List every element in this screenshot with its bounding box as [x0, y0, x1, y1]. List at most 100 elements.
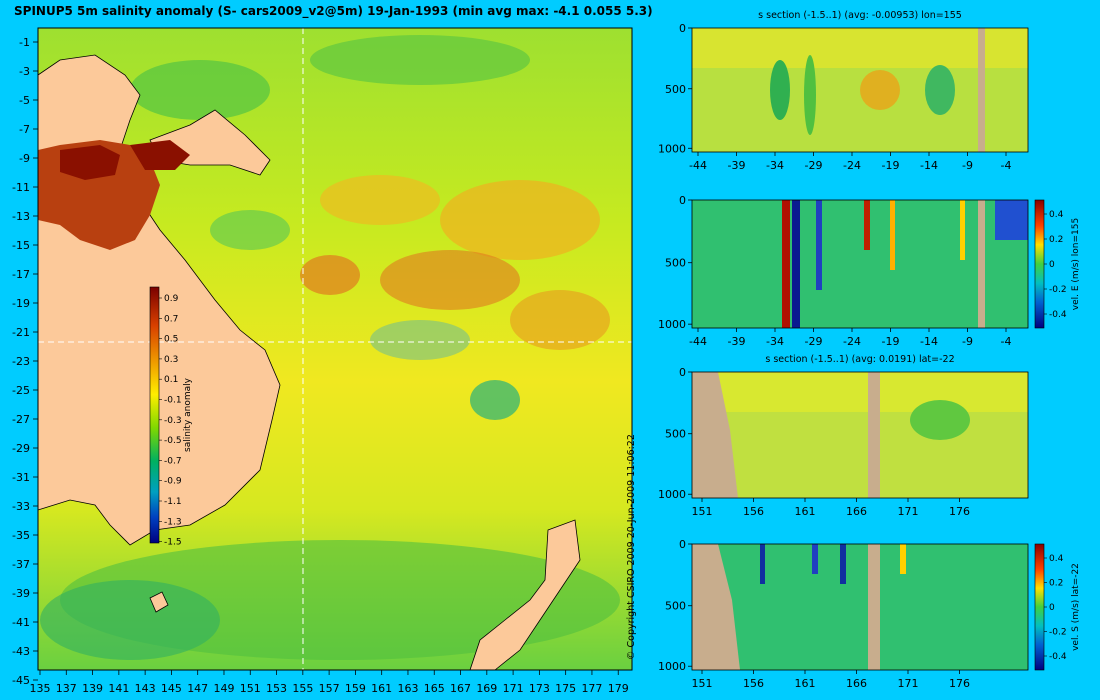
- panel-x-tick-label: 176: [949, 677, 970, 690]
- map-x-tick-label: 169: [476, 682, 497, 695]
- map-x-tick-label: 171: [503, 682, 524, 695]
- map-colorbar-tick: 0.3: [164, 355, 178, 365]
- panel-x-tick-label: -9: [962, 335, 973, 348]
- map-y-tick-label: -19: [12, 297, 30, 310]
- map-x-tick-label: 177: [581, 682, 602, 695]
- map-colorbar-tick: 0.7: [164, 314, 178, 324]
- panel-x-tick-label: 166: [846, 505, 867, 518]
- panel-colorbar-tick: -0.4: [1049, 310, 1067, 320]
- map-colorbar-tick: -0.9: [164, 477, 182, 487]
- map-colorbar-tick: 0.9: [164, 294, 179, 304]
- map-y-tick-label: -17: [12, 268, 30, 281]
- panel-3-title: s section (-1.5..1) (avg: 0.0191) lat=-2…: [765, 354, 955, 365]
- map-x-tick-label: 161: [371, 682, 392, 695]
- map-x-tick-label: 159: [345, 682, 366, 695]
- panel-x-tick-label: -39: [728, 335, 746, 348]
- panel-x-tick-label: -24: [843, 159, 861, 172]
- map-y-tick-label: -37: [12, 558, 30, 571]
- panel-salinity-lon155: [691, 27, 1029, 153]
- panel-y-tick-label: 500: [665, 428, 686, 441]
- map-x-tick-label: 141: [108, 682, 129, 695]
- map-y-tick-label: -31: [12, 471, 30, 484]
- panel-y-tick-label: 0: [679, 22, 686, 35]
- map-y-tick-label: -35: [12, 529, 30, 542]
- panel-x-tick-label: -4: [1001, 335, 1012, 348]
- map-y-tick-label: -21: [12, 326, 30, 339]
- map-colorbar-tick: -0.5: [164, 436, 182, 446]
- panel-colorbar-tick: 0.2: [1049, 235, 1063, 245]
- panel-x-tick-label: -4: [1001, 159, 1012, 172]
- map-x-tick-label: 147: [187, 682, 208, 695]
- map-colorbar-tick: -0.1: [164, 396, 182, 406]
- panel-x-tick-label: 156: [743, 677, 764, 690]
- map-colorbar-tick: 0.1: [164, 375, 178, 385]
- panel-y-tick-label: 500: [665, 257, 686, 270]
- salinity-map[interactable]: 135 137 139 141 143 145 147 149 151 153 155 157 159 1…: [0, 0, 640, 700]
- panel-x-tick-label: 151: [692, 505, 713, 518]
- panel-x-tick-label: 151: [692, 677, 713, 690]
- panel-x-tick-label: 176: [949, 505, 970, 518]
- panel-x-tick-label: 171: [898, 505, 919, 518]
- panel-x-tick-label: -39: [728, 159, 746, 172]
- map-x-tick-label: 179: [608, 682, 629, 695]
- panel-y-tick-label: 500: [665, 600, 686, 613]
- map-y-tick-label: -25: [12, 384, 30, 397]
- map-y-tick-label: -27: [12, 413, 30, 426]
- map-colorbar-tick: -0.3: [164, 416, 182, 426]
- panel-y-tick-label: 1000: [658, 142, 686, 155]
- panel-x-tick-label: -34: [766, 335, 784, 348]
- map-x-tick-label: 135: [30, 682, 51, 695]
- map-x-axis: 135 137 139 141 143 145 147 149 151 153 155 157 159 1…: [30, 670, 629, 695]
- map-colorbar-tick: -1.1: [164, 497, 182, 507]
- panel-y-tick-label: 1000: [658, 488, 686, 501]
- panel-1-title: s section (-1.5..1) (avg: -0.00953) lon=…: [758, 10, 962, 21]
- map-y-tick-label: -43: [12, 645, 30, 658]
- map-frame: [37, 27, 633, 671]
- map-x-tick-label: 157: [319, 682, 340, 695]
- map-x-tick-label: 165: [424, 682, 445, 695]
- map-colorbar-tick: -1.3: [164, 517, 182, 527]
- map-x-tick-label: 139: [82, 682, 103, 695]
- panel-x-tick-label: -44: [689, 159, 707, 172]
- map-x-tick-label: 143: [135, 682, 156, 695]
- map-y-tick-label: -39: [12, 587, 30, 600]
- panel-x-tick-label: -29: [805, 335, 823, 348]
- panel-x-tick-label: -14: [920, 335, 938, 348]
- map-x-tick-label: 145: [161, 682, 182, 695]
- map-x-tick-label: 151: [240, 682, 261, 695]
- panel-colorbar-tick: 0.4: [1049, 554, 1064, 564]
- panel-y-tick-label: 1000: [658, 318, 686, 331]
- panel-x-tick-label: 161: [795, 505, 816, 518]
- map-y-tick-label: -13: [12, 210, 30, 223]
- map-x-tick-label: 173: [529, 682, 550, 695]
- panel-x-tick-label: -44: [689, 335, 707, 348]
- map-y-tick-label: -15: [12, 239, 30, 252]
- panel-y-tick-label: 1000: [658, 660, 686, 673]
- map-y-tick-label: -23: [12, 355, 30, 368]
- map-x-tick-label: 149: [213, 682, 234, 695]
- panel-x-tick-label: 171: [898, 677, 919, 690]
- panel-2-colorbar-label: vel. E (m/s) lon=155: [1071, 218, 1081, 310]
- map-x-tick-label: 137: [56, 682, 77, 695]
- panel-velocity-east-lon155: [691, 199, 1045, 329]
- panel-colorbar-tick: 0: [1049, 603, 1055, 613]
- panel-colorbar-tick: -0.2: [1049, 628, 1067, 638]
- map-x-tick-label: 155: [292, 682, 313, 695]
- panel-y-tick-label: 0: [679, 194, 686, 207]
- map-y-tick-label: -29: [12, 442, 30, 455]
- panel-colorbar-tick: -0.4: [1049, 652, 1067, 662]
- map-y-tick-label: -41: [12, 616, 30, 629]
- panel-colorbar-tick: 0.2: [1049, 579, 1063, 589]
- map-colorbar-label: salinity anomaly: [183, 377, 193, 452]
- panel-y-tick-label: 0: [679, 366, 686, 379]
- panel-x-tick-label: -34: [766, 159, 784, 172]
- panel-x-tick-label: -19: [882, 335, 900, 348]
- main-title: SPINUP5 5m salinity anomaly (S- cars2009…: [14, 4, 653, 18]
- panel-x-tick-label: 156: [743, 505, 764, 518]
- map-y-tick-label: -5: [19, 94, 30, 107]
- map-y-tick-label: -9: [19, 152, 30, 165]
- map-x-tick-label: 163: [397, 682, 418, 695]
- map-x-tick-label: 153: [266, 682, 287, 695]
